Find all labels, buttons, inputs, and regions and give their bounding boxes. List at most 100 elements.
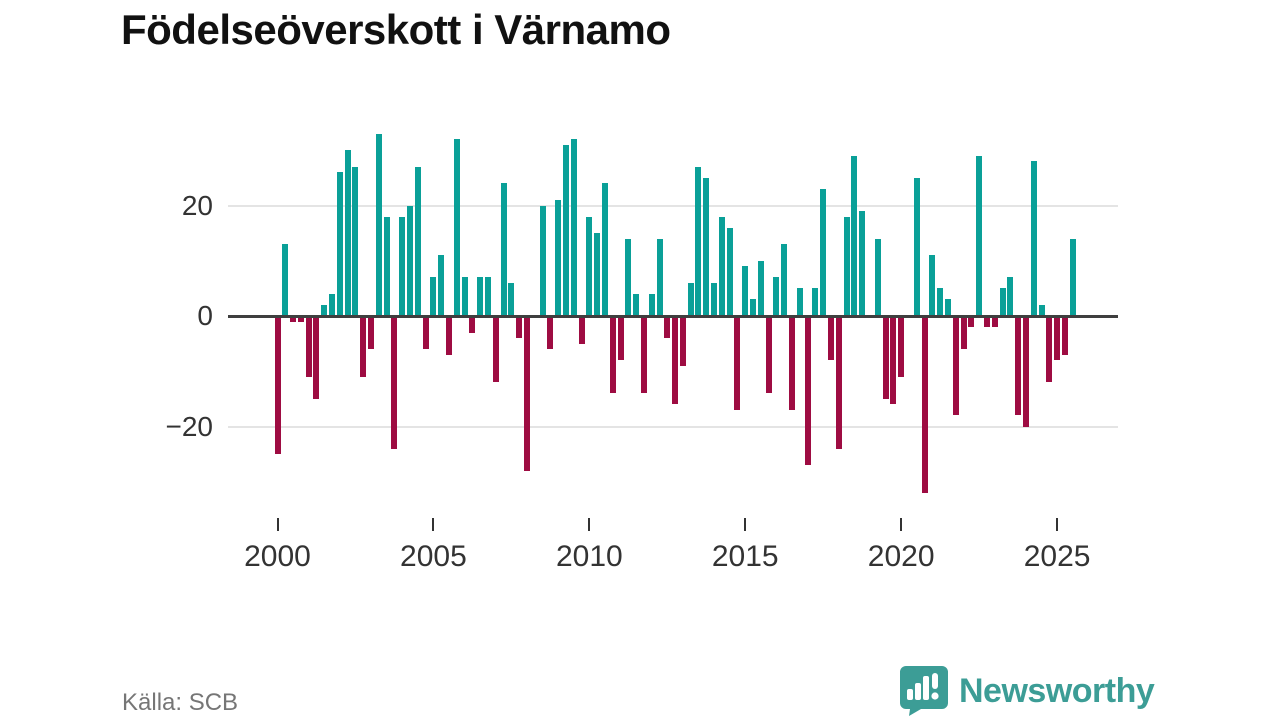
y-axis-tick-label: −20 [165, 410, 214, 442]
bar [835, 316, 842, 449]
bar [640, 316, 647, 394]
bar [407, 205, 414, 316]
bar [804, 316, 811, 466]
bar [555, 199, 562, 316]
bar [539, 205, 546, 316]
bar [438, 255, 445, 316]
gridline-minus-20 [228, 425, 1118, 428]
bar [313, 316, 320, 399]
bar [290, 316, 297, 322]
bar [913, 177, 920, 316]
bar [781, 244, 788, 316]
bar [648, 293, 655, 316]
y-axis-tick-label: 20 [181, 189, 213, 221]
bar [944, 299, 951, 316]
bar [1030, 161, 1037, 316]
bar [991, 316, 998, 328]
bar [399, 216, 406, 316]
bar [999, 288, 1006, 316]
bar [750, 299, 757, 316]
bar [461, 277, 468, 316]
bar [882, 316, 889, 399]
bar [484, 277, 491, 316]
bar [851, 155, 858, 316]
x-axis-tick-label: 2015 [711, 540, 779, 573]
bar [492, 316, 499, 383]
bar [570, 139, 577, 316]
bar [1007, 277, 1014, 316]
bar [368, 316, 375, 350]
bar [789, 316, 796, 410]
bar [375, 133, 382, 316]
chart-title: Födelseöverskott i Värnamo [121, 6, 671, 53]
bar [617, 316, 624, 361]
bar [656, 238, 663, 316]
bar [1061, 316, 1068, 355]
bar [360, 316, 367, 377]
bar [1038, 304, 1045, 316]
bar [1069, 238, 1076, 316]
bar [414, 166, 421, 316]
bar [960, 316, 967, 350]
bar [921, 316, 928, 493]
x-axis-tick [900, 518, 903, 531]
bar [344, 150, 351, 316]
bar [718, 216, 725, 316]
bar [446, 316, 452, 355]
bar [1054, 316, 1061, 361]
bar [757, 260, 764, 316]
bar [586, 216, 593, 316]
bar [1046, 316, 1053, 383]
bar [500, 183, 507, 316]
x-axis-tick [276, 518, 279, 531]
bar [890, 316, 897, 405]
bar [516, 316, 523, 339]
bar [703, 177, 710, 316]
bar [562, 144, 569, 316]
y-axis-tick-label: 0 [197, 300, 213, 331]
bar [469, 316, 476, 333]
bar [952, 316, 959, 416]
x-axis-tick [1056, 518, 1059, 531]
bar [633, 293, 640, 316]
bar [828, 316, 835, 361]
bar [578, 316, 585, 344]
bar [523, 316, 530, 471]
bar [383, 216, 390, 316]
bar [664, 316, 671, 339]
bar [968, 316, 975, 328]
bar [929, 255, 936, 316]
newsworthy-logo-icon [900, 666, 948, 716]
source-caption: Källa: SCB [122, 689, 239, 716]
bar [329, 293, 336, 316]
bar [352, 166, 359, 316]
x-axis-tick-label: 2000 [244, 540, 311, 573]
brand-name: Newsworthy [959, 671, 1155, 710]
bar [937, 288, 944, 316]
zero-axis-line [228, 314, 1118, 318]
bar [711, 282, 718, 316]
bar [773, 277, 780, 316]
bar [391, 316, 398, 449]
bar [843, 216, 850, 316]
bar [820, 188, 827, 316]
x-axis-tick [432, 518, 435, 531]
bar [453, 139, 460, 316]
bar [321, 304, 328, 316]
bar [422, 316, 429, 350]
x-axis-tick [744, 518, 747, 531]
bar [765, 316, 772, 394]
bar [609, 316, 616, 394]
bar [812, 288, 819, 316]
bar [859, 211, 866, 316]
x-axis-tick-label: 2010 [555, 540, 623, 573]
bar [734, 316, 741, 410]
bar [547, 316, 554, 350]
bar [1015, 316, 1022, 416]
x-axis-tick-label: 2005 [400, 540, 467, 573]
bar [1022, 316, 1029, 427]
bar [508, 282, 515, 316]
bar [305, 316, 312, 377]
bar [282, 244, 289, 316]
